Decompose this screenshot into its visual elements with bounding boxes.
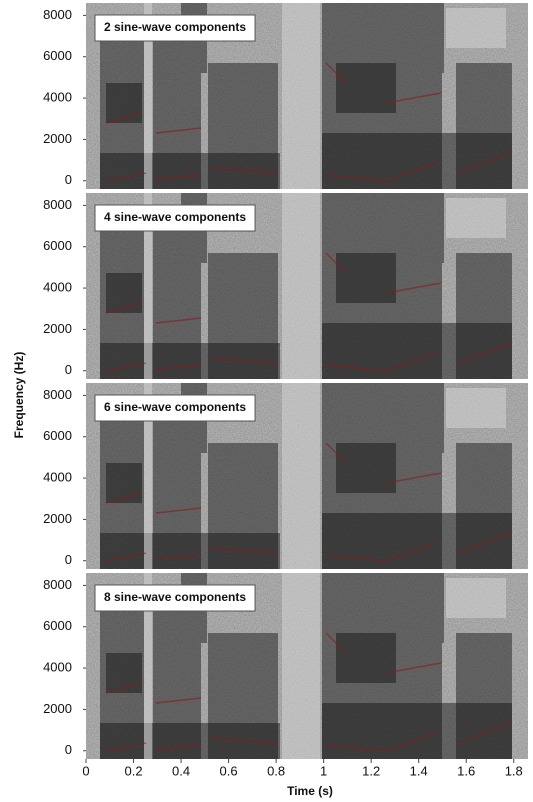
panel-title: 8 sine-wave components bbox=[104, 590, 246, 604]
x-tick-label: 0.6 bbox=[220, 763, 238, 778]
y-tick-label: 6000 bbox=[43, 48, 72, 63]
y-tick-label: 4000 bbox=[43, 470, 72, 485]
panel-title-box bbox=[94, 204, 256, 232]
x-tick-label: 1.6 bbox=[457, 763, 475, 778]
y-tick-label: 6000 bbox=[43, 238, 72, 253]
y-tick-label: 2000 bbox=[43, 511, 72, 526]
x-tick-label: 0.4 bbox=[172, 763, 190, 778]
y-tick-label: 4000 bbox=[43, 90, 72, 105]
y-tick-label: 8000 bbox=[43, 577, 72, 592]
panel-title: 6 sine-wave components bbox=[104, 400, 246, 414]
y-tick-label: 0 bbox=[65, 552, 72, 567]
x-axis-label: Time (s) bbox=[287, 784, 333, 798]
y-tick-label: 2000 bbox=[43, 321, 72, 336]
y-tick-label: 0 bbox=[65, 742, 72, 757]
x-tick-label: 0 bbox=[82, 763, 89, 778]
panel-title-box bbox=[94, 14, 256, 42]
y-tick-label: 8000 bbox=[43, 7, 72, 22]
y-tick-label: 2000 bbox=[43, 701, 72, 716]
x-tick-label: 1.4 bbox=[410, 763, 428, 778]
y-tick-label: 4000 bbox=[43, 280, 72, 295]
panel-title-box bbox=[94, 584, 256, 612]
x-tick-label: 1.8 bbox=[505, 763, 523, 778]
y-tick-label: 2000 bbox=[43, 131, 72, 146]
x-tick-label: 0.2 bbox=[124, 763, 142, 778]
y-tick-label: 0 bbox=[65, 362, 72, 377]
panel-title-box bbox=[94, 394, 256, 422]
y-tick-label: 8000 bbox=[43, 197, 72, 212]
x-tick-label: 0.8 bbox=[267, 763, 285, 778]
y-tick-label: 6000 bbox=[43, 618, 72, 633]
x-tick-label: 1.2 bbox=[362, 763, 380, 778]
panel-title: 4 sine-wave components bbox=[104, 210, 246, 224]
x-tick-label: 1 bbox=[320, 763, 327, 778]
y-axis-label: Frequency (Hz) bbox=[12, 352, 26, 439]
y-tick-label: 8000 bbox=[43, 387, 72, 402]
y-tick-label: 0 bbox=[65, 172, 72, 187]
panel-title: 2 sine-wave components bbox=[104, 20, 246, 34]
y-tick-label: 6000 bbox=[43, 428, 72, 443]
panels: 0 2000 4000 6000 8000 2 sine-wave components 0… bbox=[43, 3, 528, 759]
y-tick-label: 4000 bbox=[43, 660, 72, 675]
